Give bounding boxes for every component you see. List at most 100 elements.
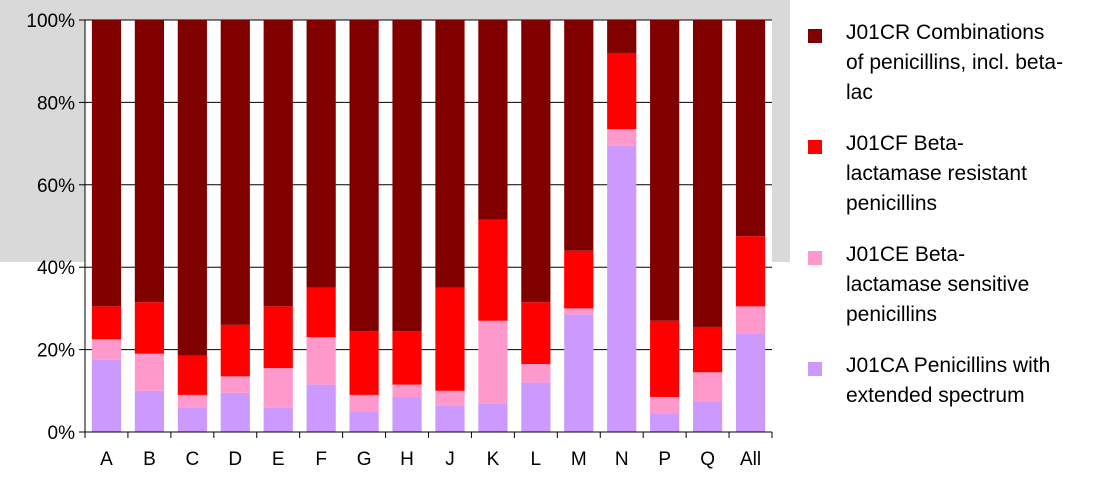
y-tick-label: 0% <box>48 423 76 444</box>
x-tick-label: N <box>615 449 629 470</box>
bar-segment-c-s1 <box>177 394 207 408</box>
bar-segment-a-s0 <box>91 359 122 432</box>
bar-segment-b-s0 <box>134 390 165 432</box>
legend-swatch-j01ca <box>808 362 822 376</box>
y-tick-label: 40% <box>37 258 75 279</box>
x-tick-label: All <box>740 449 761 470</box>
bar-segment-all-s3 <box>735 20 766 237</box>
legend-label-line: lactamase sensitive <box>846 273 1030 296</box>
bar-segment-q-s1 <box>692 372 723 402</box>
bar-segment-j-s1 <box>435 390 465 406</box>
bar-segment-p-s3 <box>650 20 680 321</box>
bar-segment-l-s2 <box>521 302 551 365</box>
legend-label-line: J01CF Beta- <box>846 132 964 155</box>
bar-segment-g-s3 <box>349 20 379 332</box>
bar-segment-all-s1 <box>735 306 766 334</box>
bar-segment-e-s2 <box>263 306 293 369</box>
legend-swatch-j01cf <box>808 140 822 154</box>
bar-segment-d-s3 <box>220 20 250 325</box>
legend: J01CR Combinations of penicillins, incl.… <box>800 18 1100 432</box>
y-tick-label: 80% <box>37 93 75 114</box>
bar-segment-l-s0 <box>521 382 551 432</box>
bar-segment-m-s2 <box>564 250 594 309</box>
bar-segment-j-s3 <box>435 20 465 288</box>
bar-segment-g-s2 <box>349 331 379 395</box>
bar-segment-n-s2 <box>607 52 637 130</box>
x-tick-label: B <box>143 449 156 470</box>
bar-segment-g-s1 <box>349 394 379 412</box>
legend-item-j01ce: J01CE Beta- lactamase sensitive penicill… <box>800 240 1100 330</box>
bar-segment-d-s0 <box>220 392 250 432</box>
bar-segment-m-s3 <box>564 20 594 251</box>
legend-item-j01cf: J01CF Beta- lactamase resistant penicill… <box>800 129 1100 219</box>
bar-segment-e-s0 <box>263 407 293 432</box>
bar-segment-f-s0 <box>306 384 336 432</box>
bar-segment-e-s3 <box>263 20 293 307</box>
bar-segment-h-s0 <box>392 396 422 432</box>
bar-segment-a-s2 <box>91 306 122 340</box>
legend-label-line: J01CR Combinations <box>846 21 1045 44</box>
bar-segment-p-s2 <box>650 320 680 397</box>
bar-segment-q-s0 <box>692 401 723 432</box>
bar-segment-c-s0 <box>177 407 207 432</box>
legend-label-line: J01CA Penicillins with <box>846 354 1051 377</box>
bar-segment-a-s1 <box>91 339 122 360</box>
bar-segment-a-s3 <box>91 20 122 307</box>
bar-segment-j-s2 <box>435 287 465 391</box>
bar-segment-b-s3 <box>134 20 165 303</box>
bar-segment-f-s2 <box>306 287 336 338</box>
bar-segment-h-s3 <box>392 20 422 332</box>
bar-segment-d-s1 <box>220 376 250 393</box>
bar-segment-p-s1 <box>650 396 680 414</box>
legend-label-line: penicillins <box>846 303 938 326</box>
bar-segment-c-s3 <box>177 20 207 356</box>
bar-segment-h-s2 <box>392 331 422 385</box>
bar-segment-f-s3 <box>306 20 336 288</box>
legend-label-line: of penicillins, incl. beta- <box>846 51 1064 74</box>
x-tick-label: E <box>272 449 285 470</box>
x-tick-label: G <box>357 449 372 470</box>
bar-segment-c-s2 <box>177 355 207 395</box>
legend-label-line: extended spectrum <box>846 384 1025 407</box>
bar-segment-g-s0 <box>349 411 379 432</box>
bar-segment-p-s0 <box>650 413 680 432</box>
bar-segment-m-s1 <box>564 308 594 315</box>
x-tick-label: P <box>658 449 671 470</box>
bar-segment-n-s1 <box>607 129 637 146</box>
legend-label-line: penicillins <box>846 192 938 215</box>
bar-segment-k-s1 <box>478 320 508 404</box>
bar-segment-q-s2 <box>692 326 723 373</box>
x-tick-label: D <box>228 449 242 470</box>
x-tick-label: C <box>185 449 199 470</box>
y-tick-label: 100% <box>26 11 75 32</box>
bar-segment-e-s1 <box>263 368 293 408</box>
y-tick-label: 60% <box>37 176 75 197</box>
legend-label-line: lac <box>846 81 873 104</box>
bar-segment-n-s3 <box>607 20 637 53</box>
x-tick-label: Q <box>700 449 715 470</box>
bar-segment-m-s0 <box>564 314 594 432</box>
bar-segment-f-s1 <box>306 337 336 385</box>
x-tick-label: M <box>571 449 587 470</box>
legend-label-line: lactamase resistant <box>846 162 1027 185</box>
bar-segment-j-s0 <box>435 405 465 432</box>
x-tick-label: H <box>400 449 414 470</box>
bar-segment-h-s1 <box>392 384 422 397</box>
x-tick-label: L <box>531 449 542 470</box>
bar-segment-d-s2 <box>220 324 250 377</box>
bar-segment-k-s0 <box>478 403 508 432</box>
bar-segment-l-s3 <box>521 20 551 303</box>
legend-label-line: J01CE Beta- <box>846 243 966 266</box>
bar-segment-q-s3 <box>692 20 723 327</box>
legend-swatch-j01ce <box>808 251 822 265</box>
x-tick-label: F <box>315 449 327 470</box>
bar-segment-b-s2 <box>134 302 165 354</box>
bar-segment-k-s3 <box>478 20 508 220</box>
bar-segment-k-s2 <box>478 219 508 321</box>
bar-segment-b-s1 <box>134 353 165 391</box>
x-tick-label: K <box>487 449 500 470</box>
y-tick-label: 20% <box>37 341 75 362</box>
x-tick-label: A <box>100 449 113 470</box>
